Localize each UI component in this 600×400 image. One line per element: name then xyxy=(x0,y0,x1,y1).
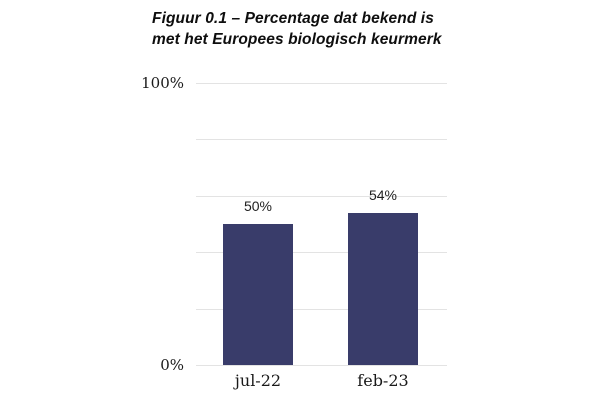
x-axis-label-feb-23: feb-23 xyxy=(357,371,409,390)
y-axis-label-0: 0% xyxy=(160,356,184,374)
gridline-40 xyxy=(196,252,447,253)
chart-title-line1: Figuur 0.1 – Percentage dat bekend is xyxy=(152,10,434,27)
gridline-60 xyxy=(196,196,447,197)
bar-jul-22 xyxy=(223,224,293,365)
x-axis-label-jul-22: jul-22 xyxy=(234,371,282,390)
gridline-20 xyxy=(196,309,447,310)
gridline-80 xyxy=(196,139,447,140)
bar-feb-23 xyxy=(348,213,418,365)
chart-title: Figuur 0.1 – Percentage dat bekend is me… xyxy=(152,8,492,50)
y-axis-label-100: 100% xyxy=(141,74,184,92)
gridline-0 xyxy=(196,365,447,366)
gridline-100 xyxy=(196,83,447,84)
bar-value-label-jul-22: 50% xyxy=(243,198,273,214)
bar-value-label-feb-23: 54% xyxy=(368,187,398,203)
chart-title-line2: met het Europees biologisch keurmerk xyxy=(152,31,442,48)
